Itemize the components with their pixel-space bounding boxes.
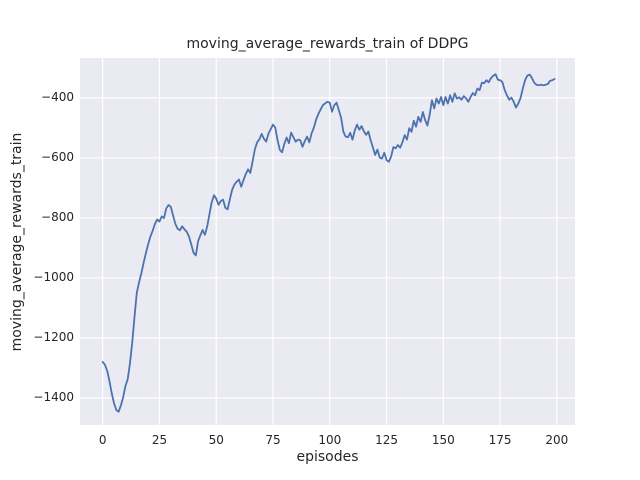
x-tick-label: 75 (265, 433, 281, 447)
chart-title: moving_average_rewards_train of DDPG (186, 36, 469, 52)
y-tick-label: −800 (41, 209, 74, 224)
x-tick-label: 150 (431, 433, 455, 447)
data-line (101, 73, 556, 413)
y-tick-label: −1000 (33, 269, 74, 284)
plot-area (80, 58, 575, 425)
y-tick-label: −400 (41, 89, 74, 104)
x-tick-label: 50 (208, 433, 224, 447)
y-tick-label: −600 (41, 149, 74, 164)
y-tick-label: −1400 (33, 389, 74, 404)
x-tick-label: 125 (375, 433, 398, 447)
x-tick-label: 175 (488, 433, 512, 447)
x-tick-label: 100 (318, 433, 342, 447)
y-axis-label: moving_average_rewards_train (9, 132, 25, 352)
y-tick-label: −1200 (33, 329, 74, 344)
x-tick-label: 200 (545, 433, 569, 447)
x-tick-label: 0 (98, 433, 107, 447)
x-axis-label: episodes (296, 449, 359, 465)
x-tick-label: 25 (151, 433, 168, 447)
